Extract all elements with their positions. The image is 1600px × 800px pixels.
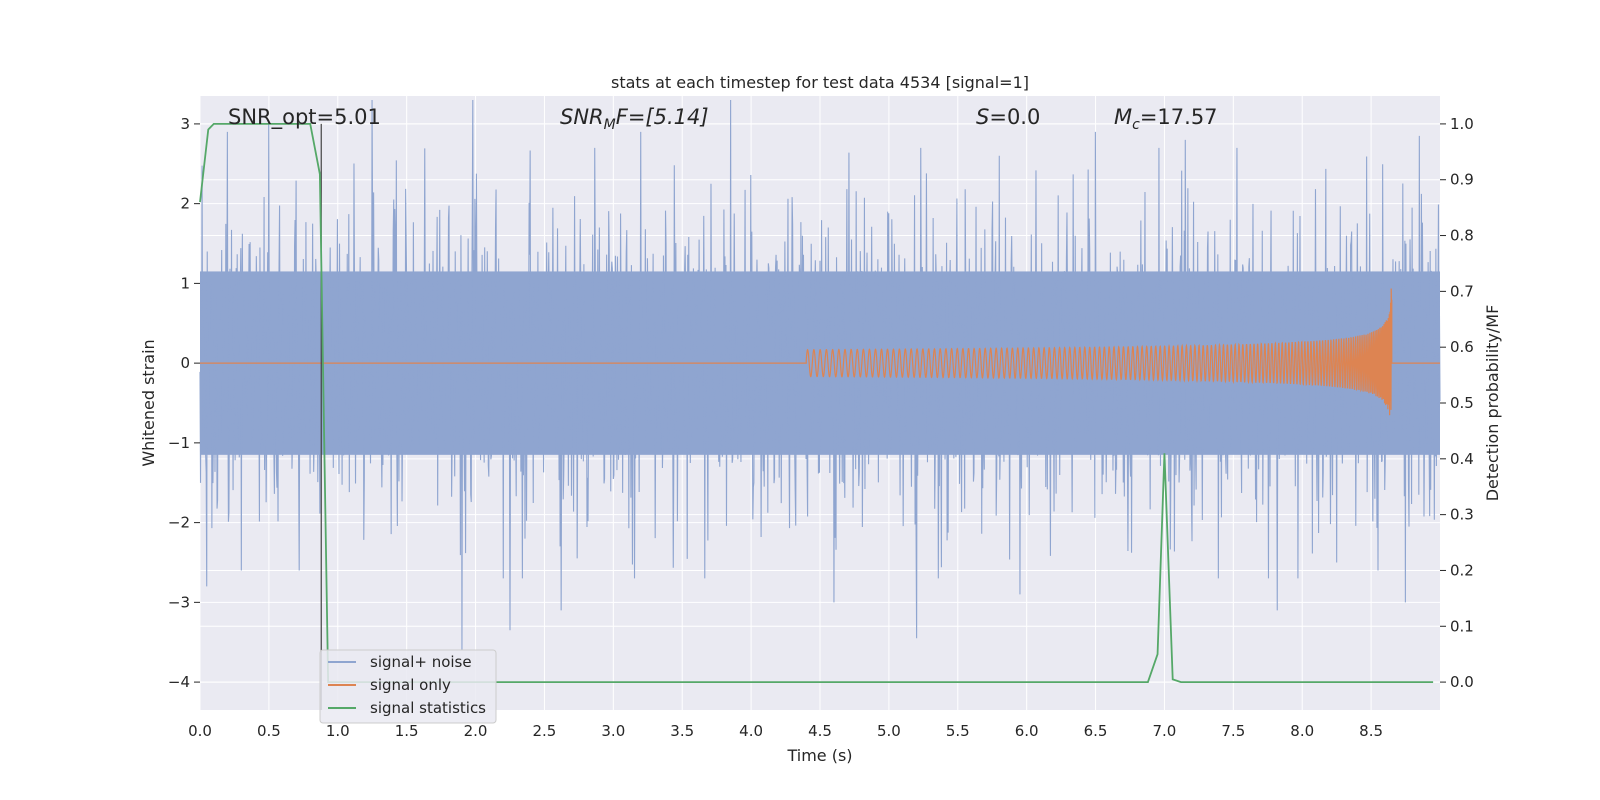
y-right-tick-label: 0.5 xyxy=(1450,394,1474,412)
annotation-s-value: =0.0 xyxy=(989,105,1040,129)
signal-statistics-line xyxy=(199,123,1434,683)
y-right-tick-label: 0.9 xyxy=(1450,171,1474,189)
y-left-tick-label: −4 xyxy=(168,673,190,691)
y-right-tick-label: 0.0 xyxy=(1450,673,1474,691)
annotation-snr-mf-value: F=[5.14] xyxy=(616,105,709,129)
y-right-tick-label: 0.1 xyxy=(1450,617,1474,635)
y-left-tick-label: 2 xyxy=(180,195,190,213)
legend-box xyxy=(319,649,497,724)
annotation-mc-symbol: M xyxy=(1114,105,1132,129)
y-left-axis-label: Whitened strain xyxy=(139,339,158,466)
x-tick-label: 0.5 xyxy=(257,722,281,740)
legend-label-signal-statistics: signal statistics xyxy=(370,699,486,717)
x-tick-label: 1.0 xyxy=(326,722,350,740)
x-tick-label: 8.0 xyxy=(1290,722,1314,740)
y-left-tick-label: 0 xyxy=(180,354,190,372)
y-left-tick-label: −2 xyxy=(168,514,190,532)
x-tick-label: 2.0 xyxy=(464,722,488,740)
y-right-tick-label: 0.7 xyxy=(1450,282,1474,300)
y-right-axis-label: Detection probability/MF xyxy=(1483,305,1502,502)
x-tick-labels: 0.0 0.5 1.0 1.5 2.0 2.5 3.0 3.5 4.0 4.5 5.0 5.5 6.0 6… xyxy=(188,722,1383,740)
annotation-snr-mf: SNRMF=[5.14] xyxy=(560,105,709,133)
annotation-s: S=0.0 xyxy=(976,105,1040,129)
signal-statistics-series xyxy=(199,123,1434,683)
y-right-tick-label: 0.8 xyxy=(1450,227,1474,245)
legend: signal+ noise signal only signal statist… xyxy=(319,649,497,724)
annotation-s-symbol: S xyxy=(976,105,989,129)
annotation-mc-subscript: c xyxy=(1132,117,1140,133)
legend-label-signal-noise: signal+ noise xyxy=(370,653,472,671)
x-tick-label: 6.0 xyxy=(1015,722,1039,740)
x-tick-label: 1.5 xyxy=(395,722,419,740)
x-tick-label: 8.5 xyxy=(1359,722,1383,740)
x-tick-label: 5.0 xyxy=(877,722,901,740)
y-right-tick-label: 1.0 xyxy=(1450,115,1474,133)
y-left-tick-labels: 3 2 1 0 −1 −2 −3 −4 xyxy=(168,115,200,691)
x-tick-label: 7.5 xyxy=(1221,722,1245,740)
x-tick-label: 3.5 xyxy=(670,722,694,740)
annotation-snr-mf-symbol: SNR xyxy=(560,105,604,129)
y-left-tick-label: −3 xyxy=(168,593,190,611)
x-tick-label: 4.5 xyxy=(808,722,832,740)
signal-noise-line xyxy=(199,99,1441,651)
signal-only-line xyxy=(200,288,1440,416)
x-tick-label: 3.0 xyxy=(601,722,625,740)
y-right-tick-label: 0.2 xyxy=(1450,561,1474,579)
x-tick-label: 7.0 xyxy=(1153,722,1177,740)
signal-only-series xyxy=(200,288,1440,416)
x-tick-label: 6.5 xyxy=(1084,722,1108,740)
annotation-snr-mf-subscript: M xyxy=(604,117,616,133)
y-right-tick-label: 0.3 xyxy=(1450,506,1474,524)
x-tick-label: 5.5 xyxy=(946,722,970,740)
annotation-mc: Mc=17.57 xyxy=(1114,105,1218,133)
annotation-snr-opt: SNR_opt=5.01 xyxy=(228,105,381,130)
y-right-tick-label: 0.4 xyxy=(1450,450,1474,468)
x-axis-label: Time (s) xyxy=(786,746,852,765)
y-left-tick-label: 3 xyxy=(180,115,190,133)
legend-label-signal-only: signal only xyxy=(370,676,451,694)
x-tick-label: 2.5 xyxy=(533,722,557,740)
y-right-tick-label: 0.6 xyxy=(1450,338,1474,356)
y-left-tick-label: 1 xyxy=(180,274,190,292)
y-left-tick-label: −1 xyxy=(168,434,190,452)
annotation-mc-value: =17.57 xyxy=(1140,105,1218,129)
chart-title: stats at each timestep for test data 453… xyxy=(611,73,1029,92)
x-tick-label: 4.0 xyxy=(739,722,763,740)
y-right-tick-labels: 1.0 0.9 0.8 0.7 0.6 0.5 0.4 0.3 0.2 0.1 0.0 xyxy=(1440,115,1474,691)
x-tick-label: 0.0 xyxy=(188,722,212,740)
